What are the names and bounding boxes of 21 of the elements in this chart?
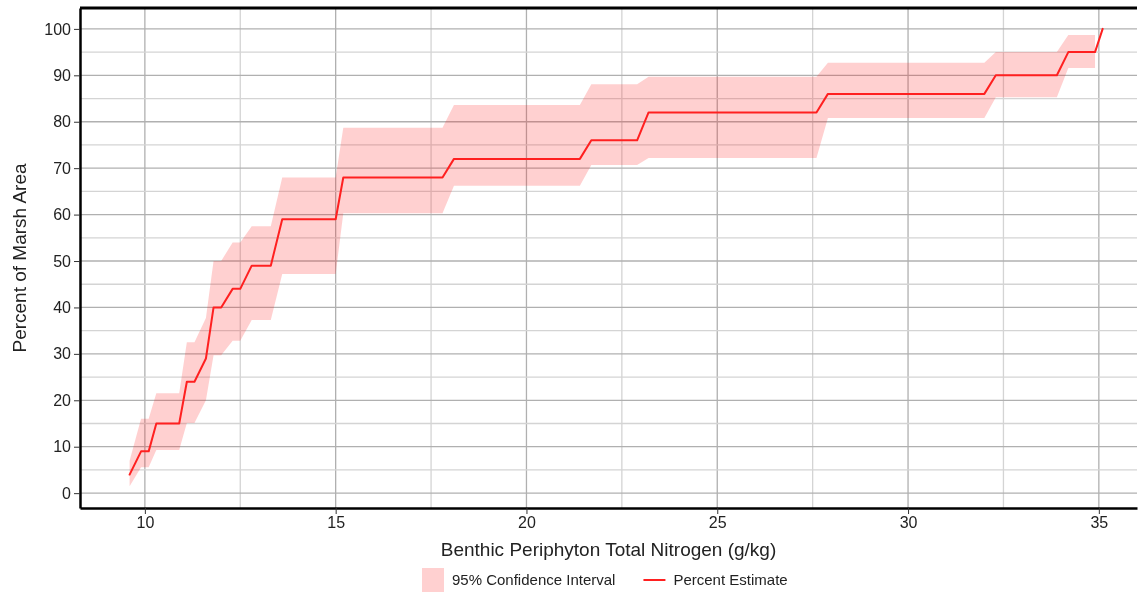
- y-tick-label: 100: [44, 20, 72, 38]
- x-tick-label: 15: [327, 514, 346, 532]
- y-tick-label: 80: [53, 113, 72, 131]
- x-axis-title: Benthic Periphyton Total Nitrogen (g/kg): [440, 539, 777, 560]
- y-tick-label: 70: [53, 159, 72, 177]
- y-tick-label: 40: [53, 299, 72, 317]
- y-tick-label: 30: [53, 345, 72, 363]
- x-tick-label: 35: [1090, 514, 1109, 532]
- x-tick-label: 30: [899, 514, 918, 532]
- x-tick-label: 20: [518, 514, 536, 532]
- y-tick-label: 10: [53, 438, 72, 456]
- x-tick-label: 25: [708, 514, 727, 532]
- y-tick-label: 50: [53, 252, 72, 270]
- y-tick-label: 90: [53, 66, 72, 84]
- y-tick-label: 20: [53, 391, 72, 409]
- text: 95% Confidence Interval: [452, 571, 616, 588]
- x-tick-label: 10: [136, 514, 155, 532]
- y-axis-title: Percent of Marsh Area: [9, 163, 30, 353]
- y-tick-label: 0: [62, 484, 72, 502]
- legend-label: Percent Estimate: [673, 571, 788, 588]
- y-tick-label: 60: [53, 206, 72, 224]
